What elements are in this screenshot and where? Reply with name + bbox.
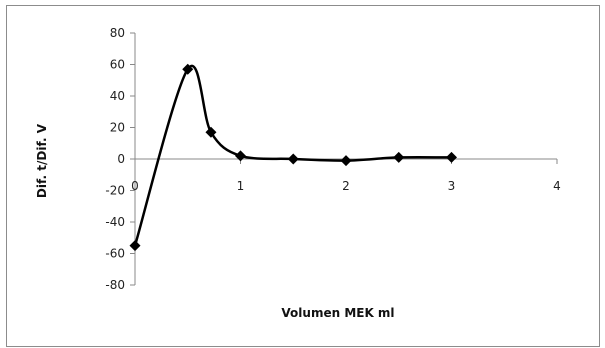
data-point-marker — [393, 151, 405, 163]
y-axis-title: Dif. t/Dif. V — [35, 123, 49, 198]
y-tick-label: 0 — [117, 152, 125, 166]
data-point-marker — [235, 150, 246, 162]
data-point-marker — [182, 63, 194, 75]
y-tick-label: -60 — [105, 247, 125, 261]
x-tick-label: 0 — [131, 179, 139, 193]
y-tick-label: 60 — [110, 58, 125, 72]
data-point-marker — [446, 151, 457, 163]
data-point-marker — [129, 240, 141, 252]
y-tick-label: -40 — [105, 215, 125, 229]
x-tick-label: 3 — [448, 179, 456, 193]
data-point-marker — [205, 126, 217, 138]
x-tick-label: 4 — [553, 179, 561, 193]
y-tick-label: -20 — [105, 184, 125, 198]
x-tick-label: 2 — [342, 179, 350, 193]
x-tick-label: 1 — [237, 179, 245, 193]
data-point-marker — [340, 155, 352, 167]
chart-frame — [6, 5, 600, 347]
y-tick-label: 80 — [110, 26, 125, 40]
tick-labels-group: 80 60 40 20 0 -20 -40 -60 -80 0 1 2 3 4 — [105, 26, 560, 292]
series-markers — [129, 63, 457, 252]
y-tick-label: 40 — [110, 89, 125, 103]
data-point-marker — [287, 153, 299, 165]
x-axis-title: Volumen MEK ml — [281, 306, 394, 320]
y-tick-label: 20 — [110, 121, 125, 135]
y-tick-label: -80 — [105, 278, 125, 292]
